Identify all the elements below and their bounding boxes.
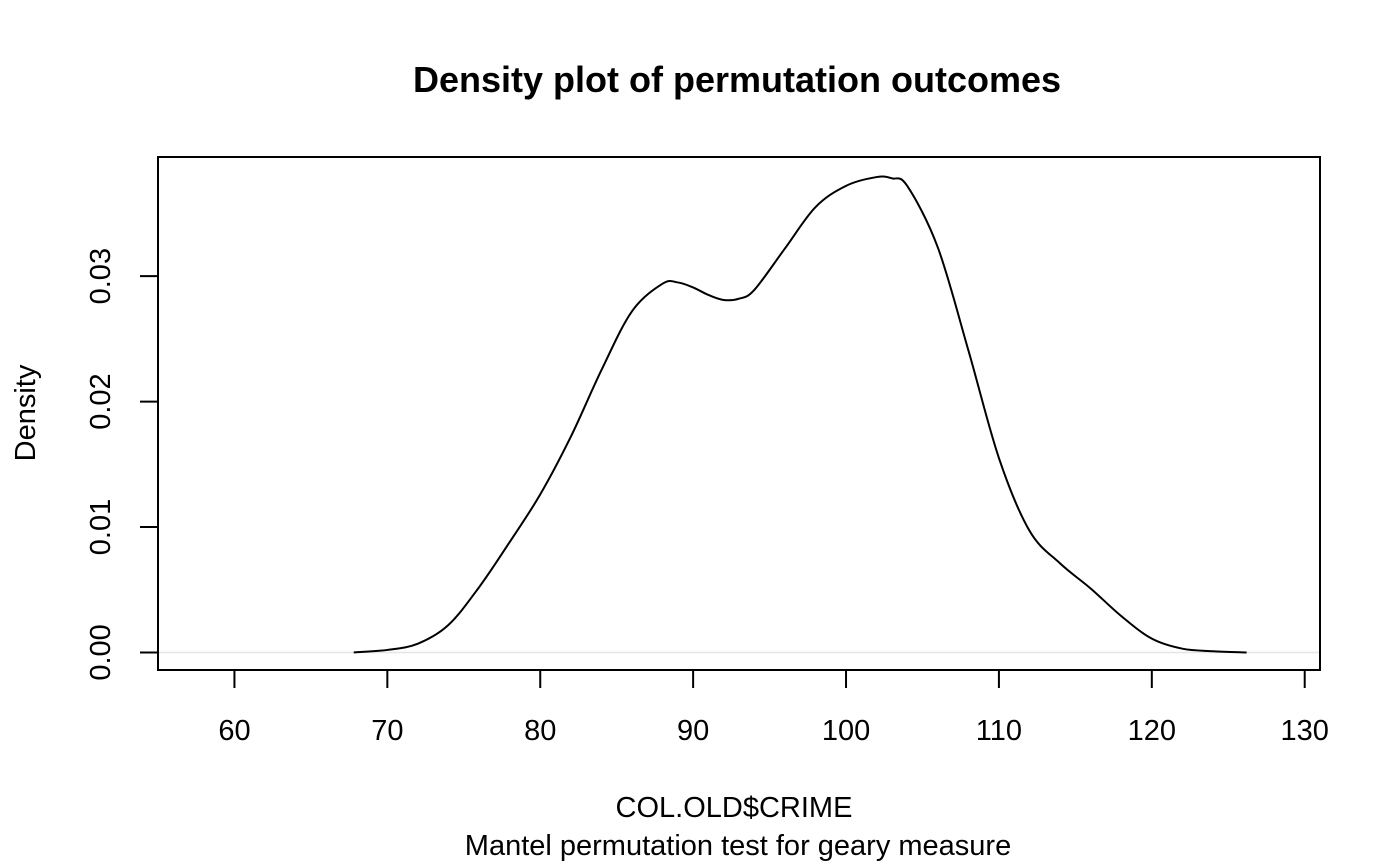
y-axis: 0.00 0.01 0.02 0.03: [85, 248, 159, 681]
x-tick-label: 70: [371, 715, 403, 747]
y-tick-label: 0.00: [85, 624, 117, 680]
x-tick-label: 60: [218, 715, 250, 747]
x-tick-label: 120: [1128, 715, 1176, 747]
density-curve: [353, 175, 1247, 654]
plot-frame: [157, 156, 1321, 671]
x-axis: 60 70 80 90 100 110 120 130: [218, 669, 1329, 747]
x-tick-label: 90: [677, 715, 709, 747]
y-tick-label: 0.03: [85, 248, 117, 304]
y-tick-label: 0.02: [85, 373, 117, 429]
x-tick-label: 80: [524, 715, 556, 747]
chart-subtitle: Mantel permutation test for geary measur…: [465, 830, 1011, 862]
x-tick-label: 110: [976, 715, 1022, 747]
y-tick-label: 0.01: [85, 499, 117, 555]
x-tick-label: 130: [1281, 715, 1329, 747]
x-axis-label: COL.OLD$CRIME: [616, 792, 853, 824]
x-tick-label: 100: [822, 715, 870, 747]
chart-title: Density plot of permutation outcomes: [413, 59, 1061, 100]
y-axis-label: Density: [10, 364, 42, 461]
